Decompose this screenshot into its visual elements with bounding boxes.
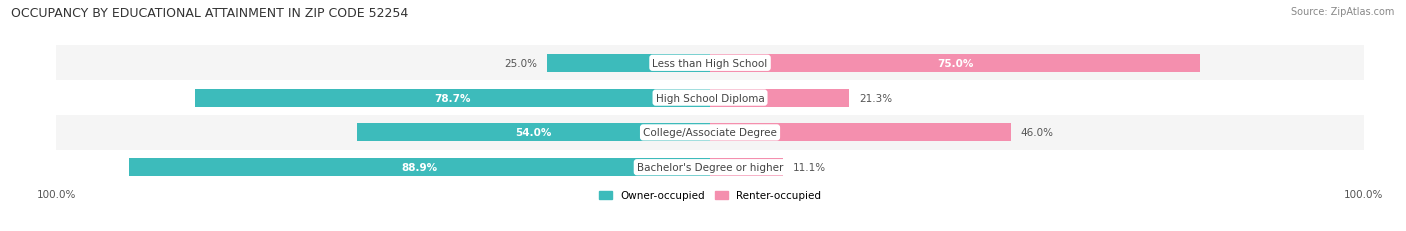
Text: 11.1%: 11.1% bbox=[793, 162, 825, 173]
Bar bbox=[710, 124, 1011, 142]
Text: 78.7%: 78.7% bbox=[434, 93, 471, 103]
Text: 21.3%: 21.3% bbox=[859, 93, 893, 103]
Bar bbox=[547, 55, 710, 73]
Bar bbox=[195, 89, 710, 107]
Text: 54.0%: 54.0% bbox=[516, 128, 551, 138]
Bar bbox=[56, 116, 1364, 150]
Text: 75.0%: 75.0% bbox=[936, 58, 973, 69]
Bar bbox=[56, 150, 1364, 185]
Bar bbox=[56, 81, 1364, 116]
Bar bbox=[56, 46, 1364, 81]
Legend: Owner-occupied, Renter-occupied: Owner-occupied, Renter-occupied bbox=[599, 190, 821, 201]
Text: College/Associate Degree: College/Associate Degree bbox=[643, 128, 778, 138]
Text: Bachelor's Degree or higher: Bachelor's Degree or higher bbox=[637, 162, 783, 173]
Bar bbox=[129, 158, 710, 176]
Bar bbox=[710, 55, 1201, 73]
Text: High School Diploma: High School Diploma bbox=[655, 93, 765, 103]
Text: Less than High School: Less than High School bbox=[652, 58, 768, 69]
Text: 88.9%: 88.9% bbox=[401, 162, 437, 173]
Text: Source: ZipAtlas.com: Source: ZipAtlas.com bbox=[1291, 7, 1395, 17]
Text: OCCUPANCY BY EDUCATIONAL ATTAINMENT IN ZIP CODE 52254: OCCUPANCY BY EDUCATIONAL ATTAINMENT IN Z… bbox=[11, 7, 409, 20]
Bar bbox=[357, 124, 710, 142]
Text: 46.0%: 46.0% bbox=[1021, 128, 1053, 138]
Bar bbox=[710, 89, 849, 107]
Bar bbox=[710, 158, 783, 176]
Text: 25.0%: 25.0% bbox=[503, 58, 537, 69]
